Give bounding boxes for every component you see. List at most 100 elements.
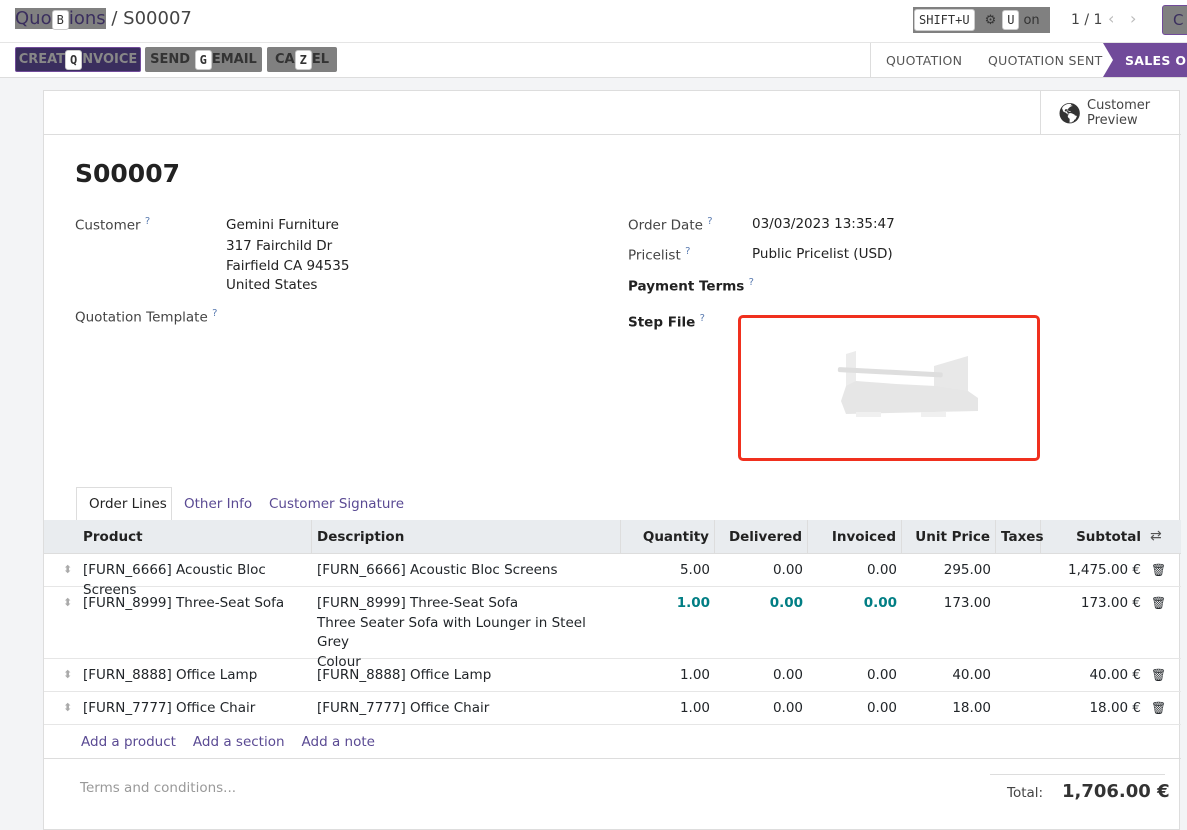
cell-product[interactable]: [FURN_8888] Office Lamp <box>83 667 258 683</box>
order-date-label: Order Date ? <box>628 216 713 234</box>
trash-icon[interactable]: 🗑︎ <box>1151 701 1167 715</box>
button-text: CA <box>274 52 295 67</box>
button-text: CREAT <box>18 52 66 67</box>
cell-delivered[interactable]: 0.00 <box>772 562 803 578</box>
column-header-quantity[interactable]: Quantity <box>621 520 715 554</box>
table-header: Product Description Quantity Delivered I… <box>44 520 1181 554</box>
cell-subtotal[interactable]: 18.00 € <box>1089 700 1141 716</box>
cell-delivered[interactable]: 0.00 <box>772 700 803 716</box>
cell-unit-price[interactable]: 40.00 <box>952 667 991 683</box>
step-file-viewer[interactable] <box>738 315 1040 461</box>
gear-icon: ⚙ <box>984 12 997 28</box>
hotkey-badge: U <box>1002 10 1020 30</box>
stage-sales-order[interactable]: SALES ORDER <box>1125 52 1187 68</box>
hotkey-badge: Q <box>65 49 83 70</box>
create-button[interactable]: C <box>1162 5 1187 35</box>
terms-input[interactable]: Terms and conditions... <box>80 780 237 796</box>
column-header-description[interactable]: Description <box>312 520 621 554</box>
globe-icon: 🌎︎ <box>1057 101 1083 125</box>
cell-quantity[interactable]: 1.00 <box>679 700 710 716</box>
description-line: [FURN_8999] Three-Seat Sofa <box>317 595 519 611</box>
tab-other-info[interactable]: Other Info <box>184 496 253 512</box>
pager-prev-icon[interactable]: ‹ <box>1108 9 1115 28</box>
cell-invoiced[interactable]: 0.00 <box>866 667 897 683</box>
column-header-unit-price[interactable]: Unit Price <box>902 520 996 554</box>
cell-product[interactable]: [FURN_6666] Acoustic Bloc Screens <box>83 562 266 598</box>
drag-handle-icon[interactable]: ⬍ <box>63 596 73 609</box>
customer-preview-button[interactable]: 🌎︎ Customer Preview <box>1040 91 1181 134</box>
cell-description[interactable]: [FURN_7777] Office Chair <box>312 699 621 719</box>
button-text: EMAIL <box>211 52 257 67</box>
action-button[interactable]: SHIFT+U ⚙ U on <box>913 7 1050 33</box>
pricelist-value: Public Pricelist (USD) <box>752 246 893 262</box>
cell-quantity[interactable]: 1.00 <box>679 667 710 683</box>
table-row[interactable]: ⬍ [FURN_6666] Acoustic Bloc Screens [FUR… <box>44 554 1181 598</box>
tab-customer-signature[interactable]: Customer Signature <box>269 496 404 512</box>
table-row[interactable]: ⬍ [FURN_8888] Office Lamp [FURN_8888] Of… <box>44 659 1181 692</box>
column-header-subtotal[interactable]: Subtotal <box>1076 529 1141 545</box>
send-email-button[interactable]: SEND G EMAIL <box>145 47 262 72</box>
quotation-template-label: Quotation Template ? <box>75 308 218 326</box>
cell-delivered[interactable]: 0.00 <box>769 595 803 611</box>
trash-icon[interactable]: 🗑︎ <box>1151 596 1167 610</box>
add-line-links: Add a product Add a section Add a note <box>81 734 375 750</box>
cell-invoiced[interactable]: 0.00 <box>866 700 897 716</box>
drag-handle-icon[interactable]: ⬍ <box>63 563 73 576</box>
3d-model-preview <box>837 351 978 417</box>
cell-subtotal[interactable]: 173.00 € <box>1080 595 1141 611</box>
total-label: Total: <box>1007 785 1044 801</box>
cell-description[interactable]: [FURN_6666] Acoustic Bloc Screens <box>312 561 621 581</box>
hotkey-badge: Z <box>294 49 312 70</box>
cell-unit-price[interactable]: 18.00 <box>952 700 991 716</box>
cell-subtotal[interactable]: 1,475.00 € <box>1068 562 1141 578</box>
add-section-link[interactable]: Add a section <box>192 734 285 750</box>
cell-description[interactable]: [FURN_8999] Three-Seat Sofa Three Seater … <box>312 594 621 672</box>
pricelist-label: Pricelist ? <box>628 246 691 264</box>
drag-handle-icon[interactable]: ⬍ <box>63 668 73 681</box>
cell-invoiced[interactable]: 0.00 <box>866 562 897 578</box>
trash-icon[interactable]: 🗑︎ <box>1151 668 1167 682</box>
cancel-button[interactable]: CA Z EL <box>267 47 337 72</box>
description-line: Three Seater Sofa with Lounger in Steel … <box>317 614 586 651</box>
add-product-link[interactable]: Add a product <box>81 734 176 750</box>
table-row[interactable]: ⬍ [FURN_7777] Office Chair [FURN_7777] O… <box>44 692 1181 725</box>
add-note-link[interactable]: Add a note <box>301 734 375 750</box>
table-row[interactable]: ⬍ [FURN_8999] Three-Seat Sofa [FURN_8999… <box>44 587 1181 670</box>
description-line: [FURN_8888] Office Lamp <box>317 667 492 683</box>
customer-link[interactable]: Gemini Furniture <box>226 217 339 233</box>
create-invoice-button[interactable]: CREAT Q NVOICE <box>15 47 141 72</box>
column-header-invoiced[interactable]: Invoiced <box>808 520 902 554</box>
payment-terms-label: Payment Terms ? <box>628 277 754 295</box>
cell-unit-price[interactable]: 295.00 <box>943 562 991 578</box>
breadcrumb-current: S00007 <box>123 8 192 29</box>
tab-order-lines[interactable]: Order Lines <box>76 487 172 521</box>
customer-label: Customer ? <box>75 216 151 234</box>
button-text: EL <box>311 52 329 67</box>
description-line: [FURN_7777] Office Chair <box>317 700 490 716</box>
column-header-taxes[interactable]: Taxes <box>996 520 1043 554</box>
cell-invoiced[interactable]: 0.00 <box>863 595 897 611</box>
cell-quantity[interactable]: 1.00 <box>676 595 710 611</box>
cell-product[interactable]: [FURN_7777] Office Chair <box>83 700 256 716</box>
column-header-product[interactable]: Product <box>78 520 312 554</box>
address-line: 317 Fairchild Dr <box>226 238 333 254</box>
action-label: on <box>1023 12 1040 28</box>
cell-quantity[interactable]: 5.00 <box>679 562 710 578</box>
optional-columns-icon[interactable]: ⇄ <box>1150 528 1162 544</box>
breadcrumb-separator: / <box>111 8 124 29</box>
button-text: SEND <box>150 52 191 67</box>
cell-delivered[interactable]: 0.00 <box>772 667 803 683</box>
pager-next-icon[interactable]: › <box>1130 9 1137 28</box>
cell-subtotal[interactable]: 40.00 € <box>1089 667 1141 683</box>
form-sheet: 🌎︎ Customer Preview S00007 Customer ? Ge… <box>43 90 1181 830</box>
stage-quotation-sent[interactable]: QUOTATION SENT <box>988 52 1103 68</box>
stage-quotation[interactable]: QUOTATION <box>886 52 963 68</box>
cell-product[interactable]: [FURN_8999] Three-Seat Sofa <box>83 595 285 611</box>
trash-icon[interactable]: 🗑︎ <box>1151 563 1167 577</box>
column-header-delivered[interactable]: Delivered <box>715 520 808 554</box>
drag-handle-icon[interactable]: ⬍ <box>63 701 73 714</box>
cell-unit-price[interactable]: 173.00 <box>943 595 991 611</box>
cell-description[interactable]: [FURN_8888] Office Lamp <box>312 666 621 686</box>
